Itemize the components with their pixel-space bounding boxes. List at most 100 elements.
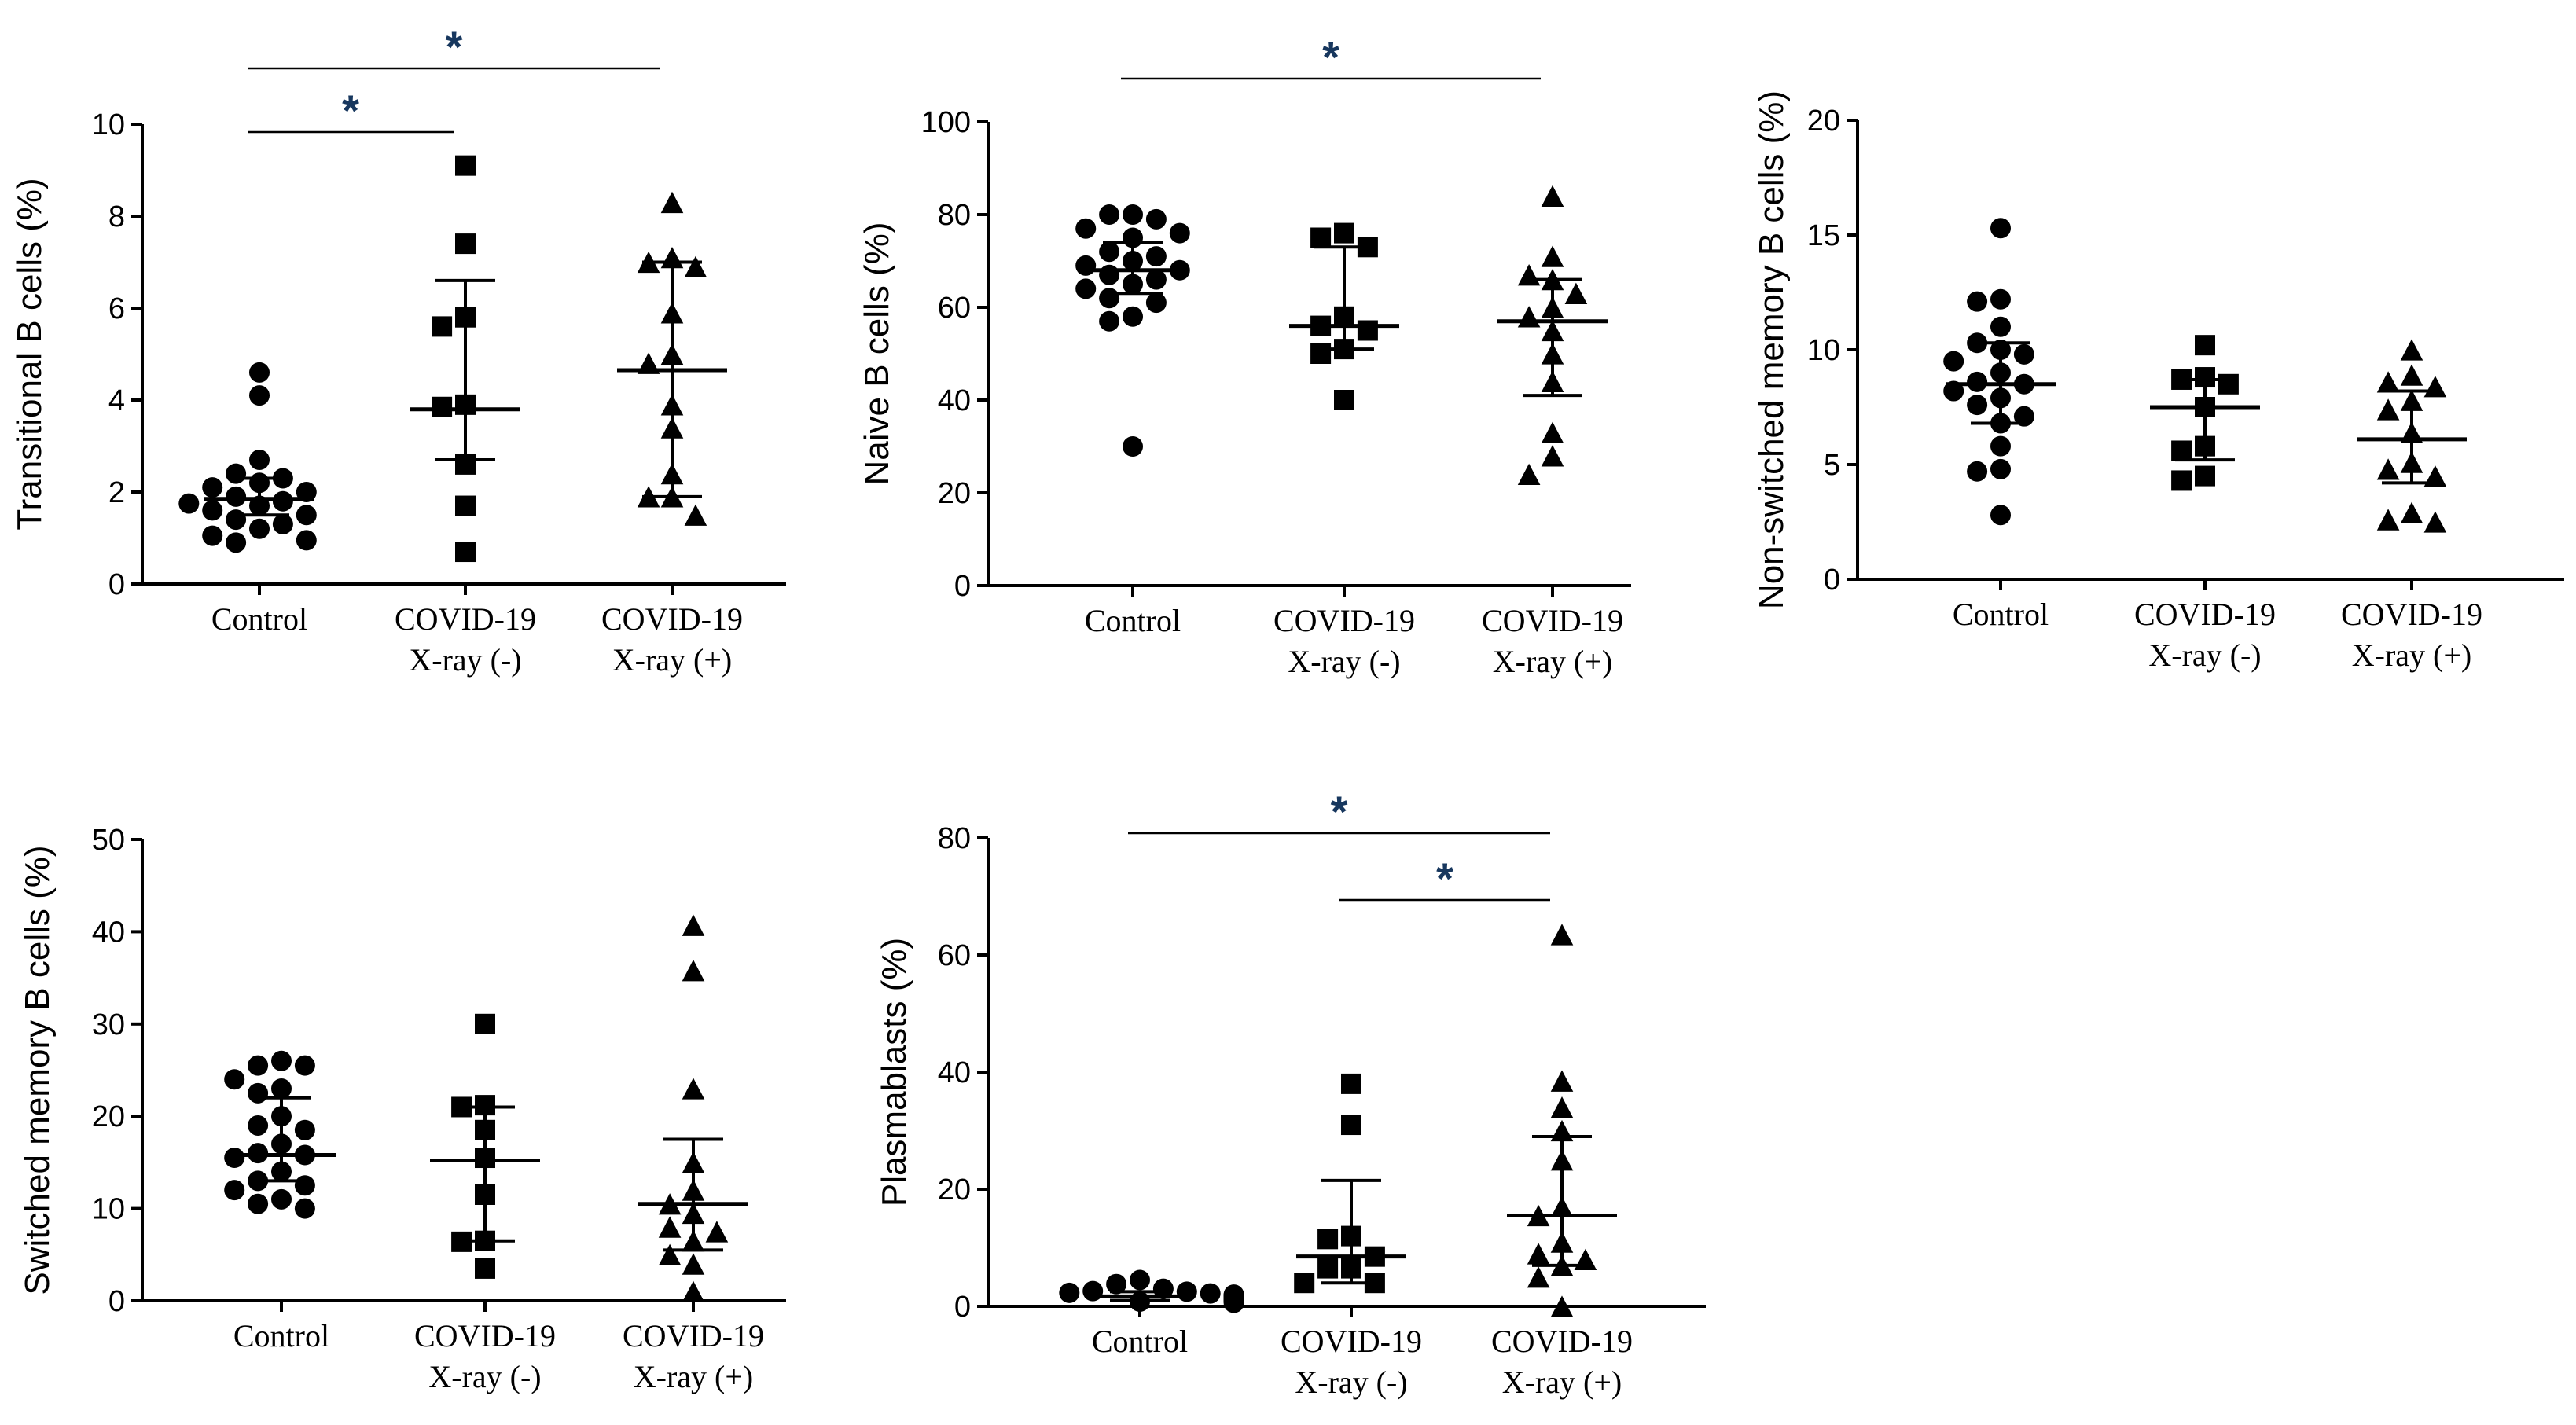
data-point [1200,1283,1221,1304]
panel-5: 0 20 40 60 80 Plasmablasts (%) Control COVID-19… [875,787,1706,1400]
y-tick-label: 8 [108,200,125,233]
data-point [1550,1295,1574,1317]
data-point [1527,1266,1550,1288]
data-point [1099,264,1120,285]
data-point [2376,458,2400,480]
category-label: Control [1953,597,2049,632]
data-point [682,1078,705,1100]
group-1 [178,362,317,553]
data-point [226,532,247,553]
significance-star: * [1436,854,1453,903]
data-point [1541,421,1564,443]
y-tick-label: 4 [108,384,125,417]
data-point [1145,208,1167,230]
data-point [1223,1292,1244,1313]
data-point [1550,924,1574,946]
data-point [1564,282,1588,304]
data-point [226,509,247,531]
data-point [294,1055,315,1076]
data-point [1310,343,1332,364]
data-point [249,362,270,383]
data-point [271,1078,292,1099]
data-point [1099,241,1120,263]
data-point [1967,461,1988,482]
data-point [455,233,476,255]
data-point [202,525,223,546]
data-point [1550,1070,1574,1092]
data-point [1517,306,1541,328]
data-point [2218,373,2239,395]
category-label: Control [1085,603,1181,638]
category-label-line2: X-ray (+) [1493,644,1612,679]
group-1 [1059,1269,1244,1313]
data-point [1145,269,1167,290]
data-point [248,1055,269,1076]
group-3 [1507,924,1617,1317]
data-point [1106,1273,1127,1295]
data-point [1099,204,1120,225]
panel-4: 0 10 20 30 40 50 Switched memory B cells (%) Co… [18,824,786,1394]
significance-star: * [446,22,463,72]
data-point [1541,245,1564,267]
data-point [271,1188,292,1210]
group-3 [638,914,748,1302]
data-point [178,493,200,514]
data-point [1317,1229,1339,1250]
data-point [2423,511,2447,533]
y-tick-label: 50 [92,824,125,857]
group-1 [1943,218,2056,526]
data-point [682,960,705,982]
data-point [455,495,476,516]
data-point [1317,1258,1339,1279]
y-axis-title: Switched memory B cells (%) [18,845,57,1295]
data-point [248,1082,269,1104]
category-label: Control [233,1318,329,1353]
data-point [1541,445,1564,467]
y-tick-label: 5 [1824,449,1840,482]
data-point [2376,509,2400,531]
panel-1: 0 2 4 6 8 10 Transitional B cells (%) Control CO… [10,22,786,678]
data-point [432,316,453,337]
data-point [249,450,270,471]
y-tick-label: 40 [92,916,125,949]
data-point [272,513,293,534]
data-point [2195,465,2215,487]
category-label: COVID-19 [2341,597,2482,632]
data-point [294,1198,315,1219]
y-tick-label: 60 [938,292,971,325]
group-3 [2357,339,2467,533]
category-label-line2: X-ray (+) [2352,637,2471,673]
significance-star: * [1331,787,1348,836]
group-2 [430,1013,540,1279]
data-point [202,500,223,521]
data-point [294,1119,315,1140]
y-tick-label: 15 [1807,219,1840,252]
data-point [1341,1073,1361,1094]
category-label-line2: X-ray (-) [1295,1364,1407,1400]
y-tick-label: 10 [1807,334,1840,367]
data-point [2376,371,2400,393]
category-label-line2: X-ray (+) [634,1359,753,1394]
data-point [1310,227,1332,248]
data-point [1294,1273,1315,1294]
data-point [682,914,705,936]
y-tick-label: 20 [938,1173,971,1206]
category-label: COVID-19 [1273,603,1415,638]
data-point [475,1013,495,1034]
data-point [432,396,453,417]
group-2 [1294,1073,1406,1294]
data-point [2013,406,2034,427]
data-point [226,463,247,484]
data-point [1517,463,1541,486]
data-point [249,518,270,539]
group-1 [224,1050,336,1219]
data-point [658,1216,682,1238]
data-point [1169,222,1190,244]
data-point [660,191,684,214]
category-label: Control [211,601,307,637]
y-axis-title: Transitional B cells (%) [10,178,49,530]
data-point [1967,395,1988,416]
panel-2: 0 20 40 60 80 100 Naive B cells (%) Control COVI… [858,32,1631,679]
data-point [1943,351,1964,372]
